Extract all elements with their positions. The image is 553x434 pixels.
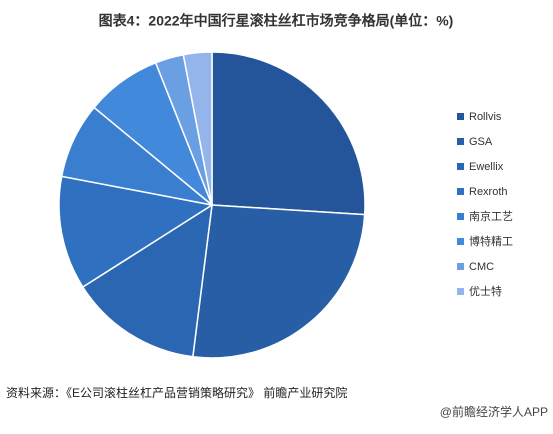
legend-swatch — [457, 213, 464, 220]
pie-slice — [58, 175, 215, 289]
chart-title: 图表4：2022年中国行星滚柱丝杠市场竞争格局(单位：%) — [99, 13, 454, 29]
pie-slice — [182, 51, 213, 206]
credit: @前瞻经济学人APP — [440, 404, 548, 419]
legend-swatch — [457, 138, 464, 145]
legend-swatch — [457, 238, 464, 245]
legend-label: Rollvis — [469, 111, 502, 123]
pie-slice — [211, 51, 366, 216]
pie-slice — [81, 203, 213, 358]
legend-swatch — [457, 288, 464, 295]
legend-label: GSA — [469, 136, 493, 148]
legend-label: Ewellix — [469, 161, 504, 173]
legend-label: 博特精工 — [469, 234, 513, 248]
legend-label: CMC — [469, 261, 494, 273]
legend-swatch — [457, 113, 464, 120]
legend-swatch — [457, 163, 464, 170]
legend-label: 南京工艺 — [469, 209, 513, 223]
legend-swatch — [457, 263, 464, 270]
legend-label: Rexroth — [469, 186, 508, 198]
legend-label: 优士特 — [469, 284, 502, 298]
source-note: 资料来源：《E公司滚柱丝杠产品营销策略研究》 前瞻产业研究院 — [6, 385, 347, 400]
legend-swatch — [457, 188, 464, 195]
pie-slice — [191, 204, 366, 359]
